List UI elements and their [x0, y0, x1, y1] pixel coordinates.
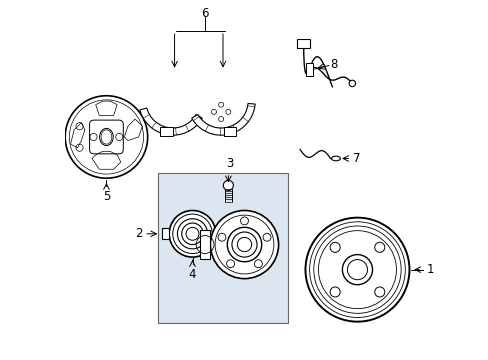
Polygon shape: [162, 228, 169, 239]
Text: 4: 4: [188, 268, 196, 281]
Text: 8: 8: [329, 58, 337, 71]
Circle shape: [169, 211, 215, 257]
Text: 7: 7: [352, 152, 360, 165]
Circle shape: [263, 233, 270, 241]
Polygon shape: [191, 103, 255, 135]
Circle shape: [329, 242, 340, 252]
Bar: [305, 63, 312, 76]
Circle shape: [374, 242, 384, 252]
FancyBboxPatch shape: [223, 127, 236, 136]
Circle shape: [374, 287, 384, 297]
Bar: [297, 40, 309, 48]
Bar: [158, 173, 287, 323]
Circle shape: [348, 80, 355, 87]
Circle shape: [240, 217, 248, 225]
Polygon shape: [140, 108, 202, 135]
Circle shape: [305, 218, 408, 321]
Text: 5: 5: [102, 190, 110, 203]
Circle shape: [218, 233, 225, 241]
Circle shape: [223, 180, 233, 190]
Text: 1: 1: [426, 263, 433, 276]
Text: 2: 2: [135, 227, 142, 240]
Circle shape: [329, 287, 340, 297]
Circle shape: [210, 211, 278, 279]
Circle shape: [226, 260, 234, 267]
Ellipse shape: [331, 156, 340, 161]
Text: 6: 6: [201, 7, 208, 20]
Circle shape: [342, 255, 372, 285]
FancyBboxPatch shape: [160, 127, 173, 136]
Text: 3: 3: [226, 157, 233, 170]
Circle shape: [65, 96, 147, 178]
Circle shape: [254, 260, 262, 267]
Polygon shape: [199, 230, 210, 259]
